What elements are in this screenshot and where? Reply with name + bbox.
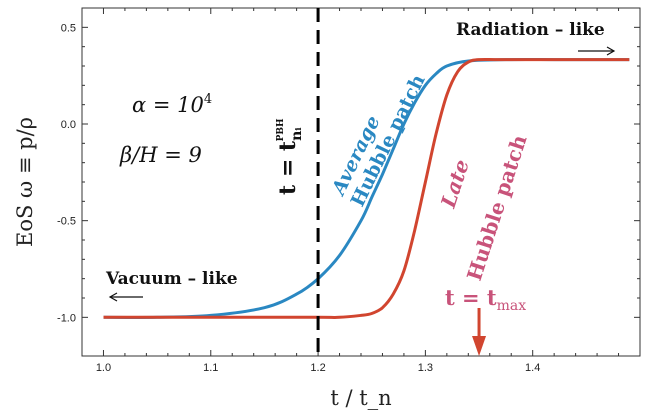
alpha-param: α = 104 [132, 92, 212, 117]
late-patch-label: Late [436, 157, 474, 212]
svg-text:EoS ω ≡ p/ρ: EoS ω ≡ p/ρ [13, 117, 37, 247]
y-tick-label: -1.0 [57, 312, 76, 324]
y-tick-label: 0.0 [61, 119, 76, 131]
tmax-label: t = tmax [445, 285, 526, 314]
x-axis-title: t / t_n [330, 386, 391, 410]
svg-text:Hubble patch: Hubble patch [462, 132, 532, 284]
y-axis-title: EoS ω ≡ p/ρ [13, 117, 37, 247]
vacuum-arrow-icon [108, 292, 143, 302]
y-tick-label: -0.5 [57, 216, 76, 228]
svg-text:t = tnᵢPBH: t = tnᵢPBH [275, 118, 305, 195]
vacuum-like-label: Vacuum – like [105, 269, 238, 289]
radiation-like-label: Radiation – like [456, 20, 605, 40]
x-tick-label: 1.1 [203, 362, 218, 374]
x-tick-label: 1.0 [96, 362, 111, 374]
x-tick-label: 1.4 [525, 362, 540, 374]
beta-param: β/H = 9 [119, 143, 202, 167]
svg-text:Late: Late [436, 157, 474, 212]
radiation-arrow-icon [578, 46, 616, 56]
pbh-time-label: t = tnᵢPBH [275, 118, 305, 195]
late-patch-curve [103, 57, 630, 319]
y-tick-label: 0.5 [61, 22, 76, 34]
x-tick-label: 1.2 [310, 362, 325, 374]
axis-ticks: 1.0 1.1 1.2 1.3 1.4 -1.0 -0.5 0.0 0.5 [57, 8, 640, 374]
x-tick-label: 1.3 [418, 362, 433, 374]
late-patch-label-line2: Hubble patch [462, 132, 532, 284]
tmax-arrow-head [472, 336, 487, 356]
